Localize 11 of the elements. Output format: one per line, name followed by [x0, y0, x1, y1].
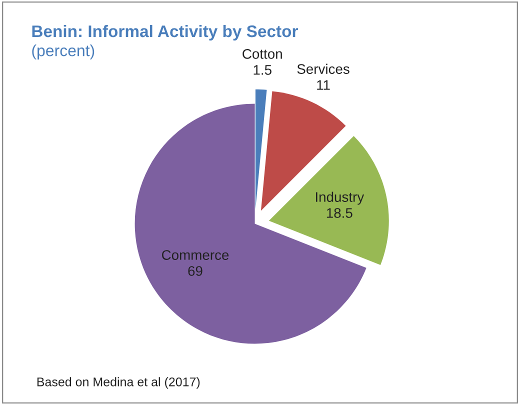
chart-subtitle: (percent) [32, 44, 94, 60]
data-label: 69 [188, 266, 202, 276]
slice-label: Cotton [242, 49, 282, 59]
data-label: 1.5 [254, 65, 272, 75]
slice-label: Commerce [162, 250, 229, 260]
text: Based on Medina et al (2017) [37, 377, 200, 389]
chart-title: Benin: Informal Activity by Sector [32, 24, 298, 40]
slice-label: Industry [316, 192, 364, 205]
data-label: 18.5 [326, 208, 352, 218]
slice-label: Services [297, 64, 350, 74]
data-label: 11 [317, 80, 330, 90]
